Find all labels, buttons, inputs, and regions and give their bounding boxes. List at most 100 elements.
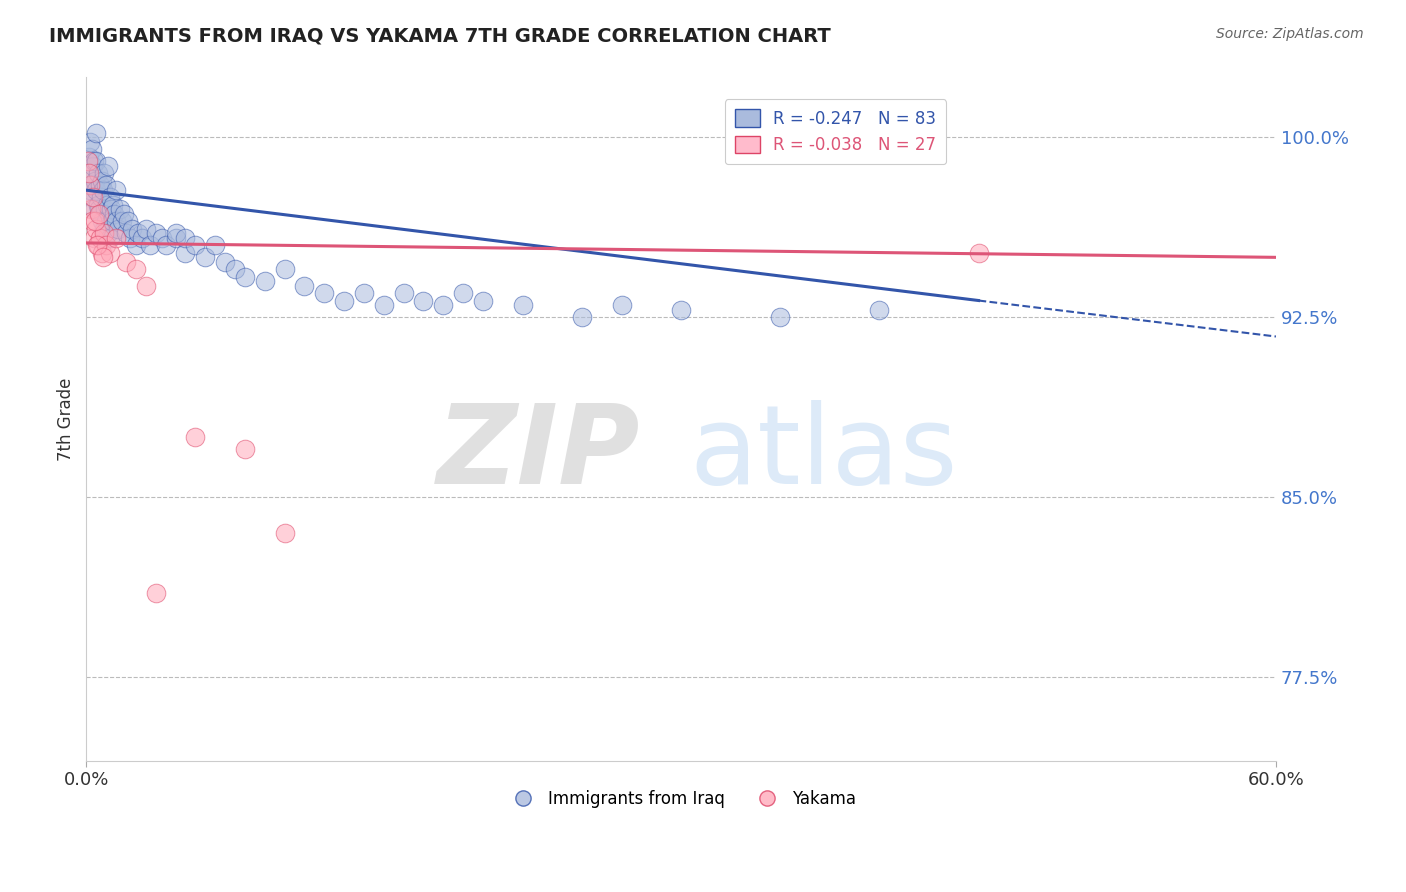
Point <box>125 238 148 252</box>
Point <box>82 190 104 204</box>
Text: ZIP: ZIP <box>437 400 640 507</box>
Point <box>174 245 197 260</box>
Point <box>451 286 474 301</box>
Point <box>432 298 454 312</box>
Point <box>118 231 141 245</box>
Point <box>91 214 114 228</box>
Point <box>96 197 118 211</box>
Point <box>89 231 111 245</box>
Point <box>392 286 415 301</box>
Point <box>91 251 114 265</box>
Point <box>79 178 101 193</box>
Point <box>93 227 115 241</box>
Point <box>97 227 120 241</box>
Point <box>83 231 105 245</box>
Point <box>91 183 114 197</box>
Point <box>77 166 100 180</box>
Point <box>89 178 111 193</box>
Point <box>89 207 111 221</box>
Point <box>115 227 138 241</box>
Point <box>333 293 356 308</box>
Y-axis label: 7th Grade: 7th Grade <box>58 377 75 461</box>
Point <box>353 286 375 301</box>
Point <box>84 154 107 169</box>
Point <box>139 238 162 252</box>
Text: IMMIGRANTS FROM IRAQ VS YAKAMA 7TH GRADE CORRELATION CHART: IMMIGRANTS FROM IRAQ VS YAKAMA 7TH GRADE… <box>49 27 831 45</box>
Point <box>135 221 157 235</box>
Point <box>80 202 103 217</box>
Point <box>204 238 226 252</box>
Point <box>155 238 177 252</box>
Point <box>769 310 792 325</box>
Point <box>571 310 593 325</box>
Point <box>94 214 117 228</box>
Point <box>273 262 295 277</box>
Point <box>84 221 107 235</box>
Point <box>98 245 121 260</box>
Point <box>108 202 131 217</box>
Point <box>314 286 336 301</box>
Point <box>165 231 187 245</box>
Point <box>512 298 534 312</box>
Point <box>98 231 121 245</box>
Point <box>82 190 104 204</box>
Point <box>194 251 217 265</box>
Point <box>131 231 153 245</box>
Point <box>79 135 101 149</box>
Point <box>91 245 114 260</box>
Point <box>184 430 207 444</box>
Point <box>93 166 115 180</box>
Point <box>82 159 104 173</box>
Point <box>174 231 197 245</box>
Point <box>94 202 117 217</box>
Point <box>82 142 104 156</box>
Point <box>112 207 135 221</box>
Text: Source: ZipAtlas.com: Source: ZipAtlas.com <box>1216 27 1364 41</box>
Point <box>101 197 124 211</box>
Point <box>90 190 112 204</box>
Point <box>471 293 494 308</box>
Point <box>145 586 167 600</box>
Point <box>77 154 100 169</box>
Point <box>105 231 128 245</box>
Point <box>121 221 143 235</box>
Point <box>253 274 276 288</box>
Point <box>868 303 890 318</box>
Point <box>273 526 295 541</box>
Point <box>127 227 149 241</box>
Point <box>115 255 138 269</box>
Point <box>97 159 120 173</box>
Point <box>373 298 395 312</box>
Point <box>87 197 110 211</box>
Point <box>165 227 187 241</box>
Text: atlas: atlas <box>689 400 957 507</box>
Point <box>77 150 100 164</box>
Point <box>150 231 173 245</box>
Point <box>125 262 148 277</box>
Point <box>89 207 111 221</box>
Point <box>967 245 990 260</box>
Point <box>233 442 256 457</box>
Point <box>184 238 207 252</box>
Point <box>412 293 434 308</box>
Point <box>84 173 107 187</box>
Point <box>103 207 125 221</box>
Point <box>292 279 315 293</box>
Point <box>77 166 100 180</box>
Point <box>79 183 101 197</box>
Point <box>87 166 110 180</box>
Point <box>82 214 104 228</box>
Point <box>94 178 117 193</box>
Point <box>117 214 139 228</box>
Point <box>101 214 124 228</box>
Point <box>84 183 107 197</box>
Point <box>93 221 115 235</box>
Point <box>135 279 157 293</box>
Point <box>91 173 114 187</box>
Point <box>214 255 236 269</box>
Point <box>98 190 121 204</box>
Point <box>94 238 117 252</box>
Point <box>100 202 122 217</box>
Point <box>669 303 692 318</box>
Point <box>610 298 633 312</box>
